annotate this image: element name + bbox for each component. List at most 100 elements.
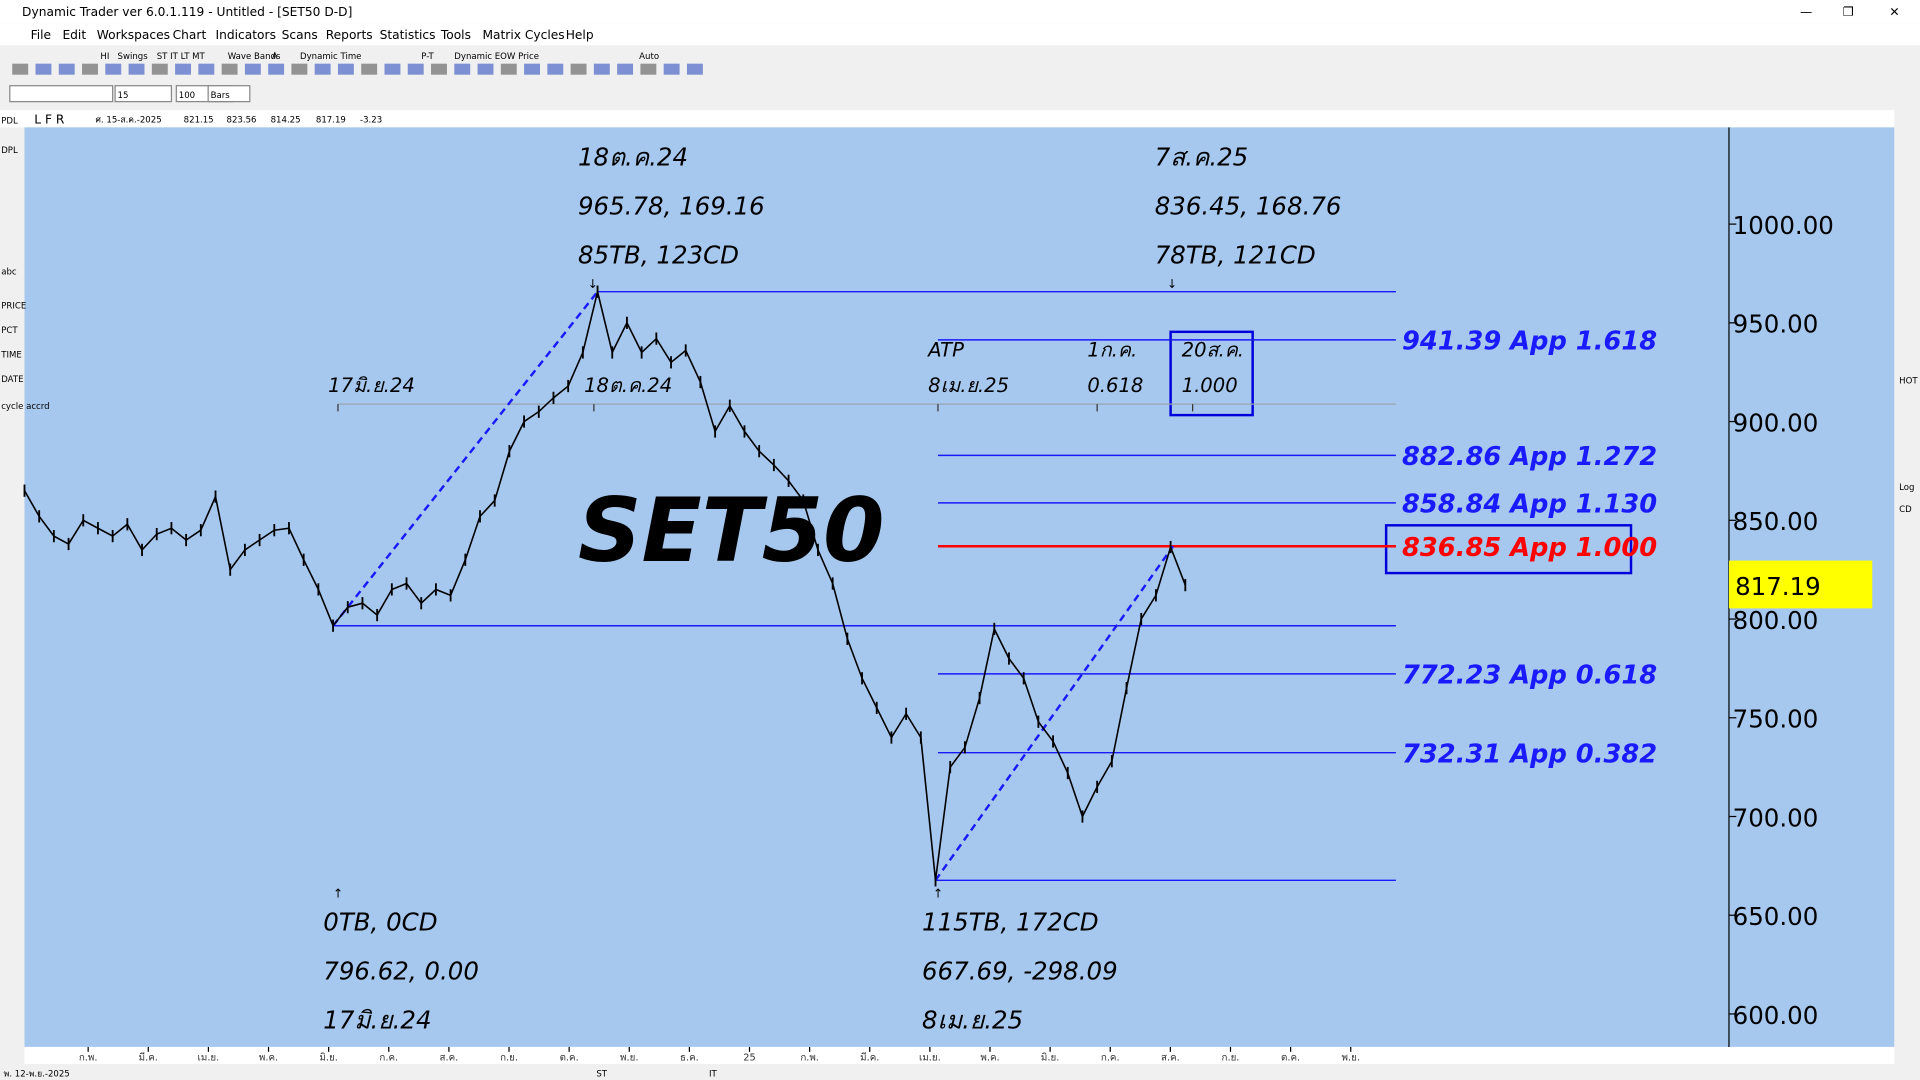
swing-diagonal [332, 290, 599, 627]
swing-annotation: 796.62, 0.00 [323, 957, 479, 986]
time-label: 17มิ.ย.24 [328, 374, 415, 397]
time-label: 1ก.ค. [1087, 338, 1137, 361]
x-tick-label: เม.ย. [919, 1052, 941, 1063]
right-tool[interactable]: CD [1899, 505, 1912, 515]
toolbar-button[interactable]: P-T [421, 52, 434, 62]
tool-icon[interactable] [640, 63, 657, 75]
menu-item[interactable]: Reports [326, 28, 373, 42]
tool-icon[interactable] [268, 63, 285, 75]
arrow: ↓ [588, 277, 598, 291]
toolbar-button[interactable]: Dynamic Time [300, 52, 361, 62]
tool-icon[interactable] [593, 63, 610, 75]
left-tool[interactable]: PRICE [1, 302, 26, 312]
toolbar-button[interactable]: Swings [118, 52, 149, 62]
x-tick-label: มิ.ย. [1041, 1052, 1059, 1063]
chart-area [24, 127, 1895, 1047]
menu-item[interactable]: Matrix Cycles [482, 28, 564, 42]
menu-item[interactable]: Chart [173, 28, 207, 42]
tool-icon[interactable] [337, 63, 354, 75]
menu-item[interactable]: File [31, 28, 51, 42]
left-tool[interactable]: PDL [1, 117, 18, 127]
tool-icon[interactable] [35, 63, 52, 75]
toolbar-button[interactable]: ST IT LT MT [157, 52, 206, 62]
left-tool[interactable]: TIME [0, 351, 22, 361]
left-tool[interactable]: DATE [1, 375, 23, 385]
toolbar-button[interactable]: Auto [639, 52, 659, 62]
last-price-box [1728, 560, 1873, 609]
info-low: 814.25 [271, 115, 301, 125]
tool-icon[interactable] [221, 63, 238, 75]
status-date: พ. 12-พ.ย.-2025 [4, 1069, 70, 1079]
tool-icon[interactable] [477, 63, 494, 75]
minimize-button[interactable]: — [1800, 5, 1812, 19]
y-tick-label: 900.00 [1733, 408, 1819, 437]
close-button[interactable]: ✕ [1889, 5, 1899, 19]
input-box[interactable] [207, 85, 251, 103]
projection-label: 836.85 App 1.000 [1402, 533, 1657, 563]
symbol-box[interactable] [9, 85, 114, 103]
tool-icon[interactable] [407, 63, 424, 75]
maximize-button[interactable]: ❐ [1843, 5, 1854, 19]
tool-icon[interactable] [686, 63, 703, 75]
right-tool[interactable]: HOT [1899, 376, 1918, 386]
toolbar-button[interactable]: HI [100, 52, 109, 62]
toolbar-button[interactable]: Wave Bands [228, 52, 281, 62]
x-tick-label: พ.ย. [620, 1052, 638, 1063]
y-tick-label: 800.00 [1733, 606, 1819, 635]
toolbar-button[interactable]: Dynamic EOW Price [454, 52, 539, 62]
tool-icon[interactable] [547, 63, 564, 75]
x-tick-label: ส.ค. [1161, 1052, 1180, 1063]
info-date: ศ. 15-ส.ค.-2025 [96, 115, 162, 125]
menu-item[interactable]: Scans [282, 28, 318, 42]
input-box[interactable] [114, 85, 173, 103]
time-box [1169, 330, 1254, 417]
projection-label: 772.23 App 0.618 [1402, 661, 1657, 691]
tool-icon[interactable] [244, 63, 261, 75]
time-label: 8เม.ย.25 [928, 374, 1009, 397]
tool-icon[interactable] [500, 63, 517, 75]
menu-item[interactable]: Statistics [380, 28, 436, 42]
tool-icon[interactable] [617, 63, 634, 75]
tool-icon[interactable] [314, 63, 331, 75]
x-tick-label: ก.ค. [1101, 1052, 1120, 1063]
info-open: 821.15 [184, 115, 214, 125]
tool-icon[interactable] [82, 63, 98, 75]
arrow: ↑ [933, 887, 943, 901]
tool-icon[interactable] [12, 63, 29, 75]
menu-item[interactable]: Indicators [216, 28, 276, 42]
tool-icon[interactable] [524, 63, 540, 75]
swing-annotation: 7ส.ค.25 [1155, 142, 1249, 171]
tool-icon[interactable] [291, 63, 308, 75]
left-tool[interactable]: PCT [1, 326, 18, 336]
tool-icon[interactable] [454, 63, 471, 75]
menu-item[interactable]: Help [566, 28, 594, 42]
time-label: 18ต.ค.24 [584, 374, 672, 397]
menu-item[interactable]: Tools [440, 28, 471, 42]
right-tool[interactable]: Log [1899, 483, 1914, 493]
tool-icon[interactable] [431, 63, 447, 75]
tool-icon[interactable] [128, 63, 145, 75]
x-tick-label: มิ.ย. [319, 1052, 337, 1063]
time-label: 1.000 [1182, 374, 1238, 397]
tool-icon[interactable] [105, 63, 122, 75]
tool-icon[interactable] [361, 63, 378, 75]
y-tick-label: 700.00 [1733, 803, 1819, 832]
tool-icon[interactable] [151, 63, 168, 75]
menu-item[interactable]: Edit [62, 28, 86, 42]
tool-icon[interactable] [58, 63, 75, 75]
info-change: -3.23 [360, 115, 382, 125]
x-tick-label: 25 [743, 1052, 755, 1063]
left-tool[interactable]: cycle accrd [1, 402, 49, 412]
toolbar-button[interactable]: A [272, 52, 278, 62]
x-tick-label: ธ.ค. [680, 1052, 699, 1063]
tool-icon[interactable] [570, 63, 587, 75]
tool-icon[interactable] [198, 63, 215, 75]
tool-icon[interactable] [175, 63, 192, 75]
menu-item[interactable]: Workspaces [97, 28, 170, 42]
left-tool[interactable]: DPL [1, 146, 18, 156]
projection-label: 858.84 App 1.130 [1402, 490, 1657, 520]
tool-icon[interactable] [384, 63, 401, 75]
left-tool[interactable]: abc [1, 267, 17, 277]
tool-icon[interactable] [663, 63, 680, 75]
